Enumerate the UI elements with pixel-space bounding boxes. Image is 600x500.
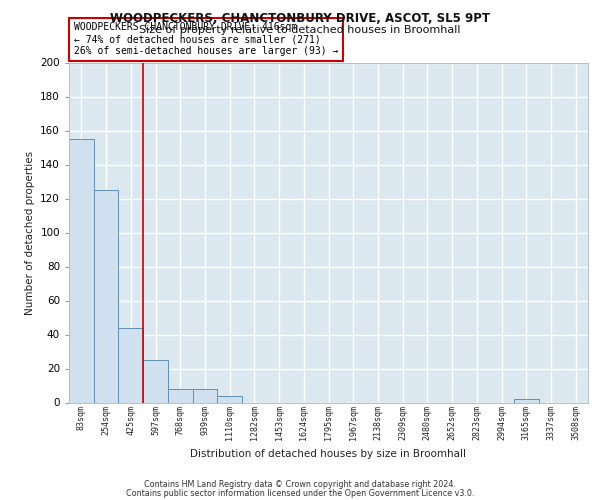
Text: WOODPECKERS CHANCTONBURY DRIVE: 416sqm
← 74% of detached houses are smaller (271: WOODPECKERS CHANCTONBURY DRIVE: 416sqm ←…	[74, 22, 338, 56]
Text: Contains public sector information licensed under the Open Government Licence v3: Contains public sector information licen…	[126, 488, 474, 498]
Text: WOODPECKERS, CHANCTONBURY DRIVE, ASCOT, SL5 9PT: WOODPECKERS, CHANCTONBURY DRIVE, ASCOT, …	[110, 12, 490, 26]
Bar	[514, 399, 539, 402]
Text: Contains HM Land Registry data © Crown copyright and database right 2024.: Contains HM Land Registry data © Crown c…	[144, 480, 456, 489]
Bar	[193, 389, 217, 402]
Y-axis label: Number of detached properties: Number of detached properties	[25, 150, 35, 314]
X-axis label: Distribution of detached houses by size in Broomhall: Distribution of detached houses by size …	[191, 448, 467, 458]
Bar	[118, 328, 143, 402]
Bar	[94, 190, 118, 402]
Bar	[69, 139, 94, 402]
Bar	[168, 389, 193, 402]
Bar	[217, 396, 242, 402]
Bar	[143, 360, 168, 403]
Text: Size of property relative to detached houses in Broomhall: Size of property relative to detached ho…	[139, 25, 461, 35]
